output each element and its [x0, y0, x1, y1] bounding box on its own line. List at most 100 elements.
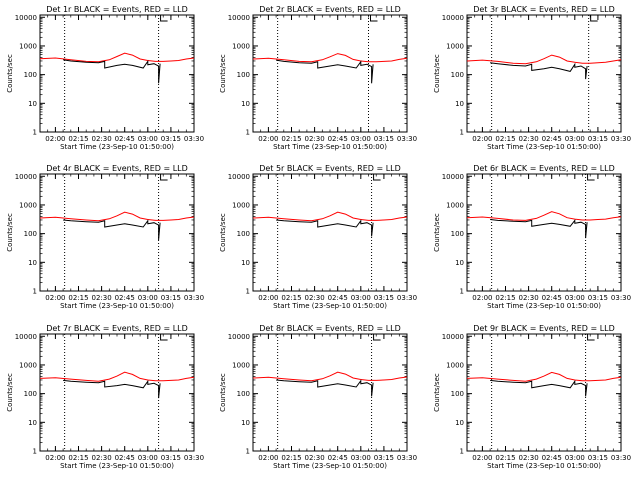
y-tick-label: 1000 [19, 361, 37, 369]
panel-title: Det 7r BLACK = Events, RED = LLD [46, 324, 188, 333]
x-tick-label: 03:30 [184, 135, 204, 143]
plot-frame [252, 333, 408, 452]
x-tick-label: 02:00 [472, 294, 492, 302]
y-tick-label: 10 [28, 100, 37, 108]
top-bracket-mark [590, 15, 598, 22]
y-tick-label: 1 [33, 288, 37, 296]
y-tick-label: 10 [241, 100, 250, 108]
y-tick-label: 10 [241, 259, 250, 267]
x-tick-label: 02:45 [328, 294, 348, 302]
top-bracket-mark [370, 15, 378, 22]
x-axis-label: Start Time (23-Sep-10 01:50:00) [273, 143, 387, 151]
top-bracket-mark [373, 174, 381, 181]
y-tick-label: 100 [24, 390, 37, 398]
x-tick-label: 02:45 [542, 294, 562, 302]
events-rate-line [490, 379, 588, 397]
events-rate-line [276, 59, 374, 84]
y-tick-label: 10 [28, 419, 37, 427]
x-tick-label: 03:30 [611, 454, 631, 462]
x-tick-label: 02:30 [519, 294, 539, 302]
x-tick-label: 03:15 [588, 294, 608, 302]
y-tick-label: 1 [33, 129, 37, 137]
x-tick-label: 02:15 [68, 135, 88, 143]
lld-rate-line [252, 211, 408, 222]
x-tick-label: 03:30 [611, 294, 631, 302]
panel-det-3r: Det 3r BLACK = Events, RED = LLD 1 10 100 10… [433, 5, 631, 151]
y-tick-label: 1000 [232, 42, 250, 50]
x-tick-label: 02:00 [258, 294, 278, 302]
top-bracket-mark [373, 334, 381, 341]
y-tick-label: 1 [246, 288, 250, 296]
x-axis-label: Start Time (23-Sep-10 01:50:00) [60, 302, 174, 310]
x-tick-label: 02:45 [328, 454, 348, 462]
panel-det-8r: Det 8r BLACK = Events, RED = LLD 1 10 100 10… [219, 324, 417, 470]
top-bracket-mark [160, 15, 168, 22]
y-tick-label: 1 [460, 288, 464, 296]
y-tick-label: 1 [33, 448, 37, 456]
x-tick-label: 02:00 [258, 454, 278, 462]
y-tick-label: 10000 [442, 14, 464, 22]
x-tick-label: 02:45 [115, 454, 135, 462]
y-tick-label: 1 [246, 129, 250, 137]
panel-title: Det 9r BLACK = Events, RED = LLD [473, 324, 615, 333]
y-tick-label: 10 [28, 259, 37, 267]
events-rate-line [63, 379, 161, 399]
events-rate-line [490, 62, 588, 80]
x-tick-label: 02:00 [45, 135, 65, 143]
y-tick-label: 10000 [228, 333, 250, 341]
x-tick-label: 03:00 [565, 135, 585, 143]
x-tick-label: 02:45 [542, 135, 562, 143]
x-tick-label: 03:30 [611, 135, 631, 143]
x-tick-label: 02:45 [328, 135, 348, 143]
y-axis-label: Counts/sec [6, 213, 14, 252]
plot-frame [466, 333, 622, 452]
panel-det-1r: Det 1r BLACK = Events, RED = LLD 1 10 100 10… [6, 5, 204, 151]
y-tick-label: 1000 [19, 201, 37, 209]
x-axis-label: Start Time (23-Sep-10 01:50:00) [487, 462, 601, 470]
lld-rate-line [39, 52, 195, 63]
x-tick-label: 03:00 [351, 135, 371, 143]
y-tick-label: 10000 [228, 173, 250, 181]
x-tick-label: 03:15 [374, 294, 394, 302]
panel-title: Det 2r BLACK = Events, RED = LLD [259, 5, 401, 14]
lld-rate-line [252, 371, 408, 382]
y-tick-label: 100 [451, 230, 464, 238]
y-tick-label: 100 [237, 390, 250, 398]
panel-det-6r: Det 6r BLACK = Events, RED = LLD 1 10 100 10… [433, 164, 631, 310]
top-bracket-mark [160, 174, 168, 181]
top-bracket-mark [587, 334, 595, 341]
y-tick-label: 1000 [446, 42, 464, 50]
panel-det-4r: Det 4r BLACK = Events, RED = LLD 1 10 100 10… [6, 164, 204, 310]
y-tick-label: 100 [24, 230, 37, 238]
panel-det-7r: Det 7r BLACK = Events, RED = LLD 1 10 100 10… [6, 324, 204, 470]
y-tick-label: 1 [460, 129, 464, 137]
x-tick-label: 02:30 [305, 135, 325, 143]
x-tick-label: 02:00 [45, 294, 65, 302]
x-tick-label: 02:15 [495, 454, 515, 462]
x-tick-label: 02:15 [68, 294, 88, 302]
x-tick-label: 02:45 [115, 135, 135, 143]
x-axis-label: Start Time (23-Sep-10 01:50:00) [487, 143, 601, 151]
x-axis-label: Start Time (23-Sep-10 01:50:00) [273, 302, 387, 310]
x-axis-label: Start Time (23-Sep-10 01:50:00) [487, 302, 601, 310]
plot-frame [466, 173, 622, 292]
x-tick-label: 02:15 [495, 135, 515, 143]
x-tick-label: 03:15 [161, 294, 181, 302]
panel-title: Det 1r BLACK = Events, RED = LLD [46, 5, 188, 14]
x-tick-label: 03:00 [351, 454, 371, 462]
events-rate-line [63, 59, 161, 84]
x-tick-label: 02:30 [519, 135, 539, 143]
x-tick-label: 02:15 [281, 294, 301, 302]
y-tick-label: 10000 [228, 14, 250, 22]
events-rate-line [276, 379, 374, 397]
panel-title: Det 3r BLACK = Events, RED = LLD [473, 5, 615, 14]
x-tick-label: 03:15 [161, 454, 181, 462]
x-tick-label: 03:30 [184, 454, 204, 462]
x-tick-label: 03:00 [565, 294, 585, 302]
lld-rate-line [466, 54, 622, 65]
top-bracket-mark [160, 334, 168, 341]
x-tick-label: 02:45 [115, 294, 135, 302]
events-rate-line [63, 219, 161, 241]
x-tick-label: 03:30 [184, 294, 204, 302]
